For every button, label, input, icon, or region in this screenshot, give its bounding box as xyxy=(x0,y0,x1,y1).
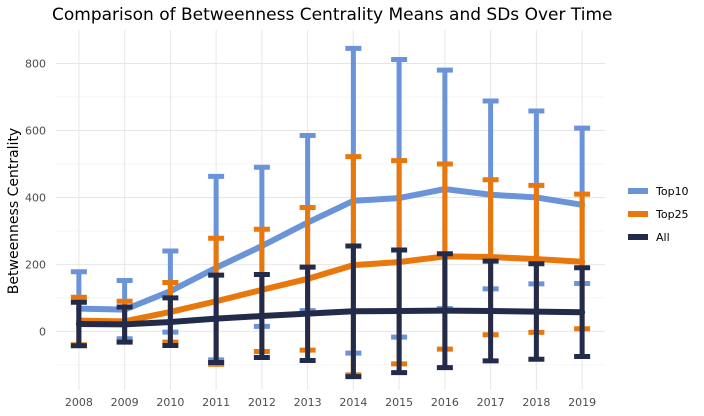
series-top25 xyxy=(70,154,591,378)
x-tick-label: 2019 xyxy=(568,396,596,409)
x-tick-label: 2017 xyxy=(477,396,505,409)
x-tick-label: 2014 xyxy=(339,396,367,409)
series-line xyxy=(75,307,586,328)
y-tick-label: 800 xyxy=(25,57,46,70)
x-tick-label: 2010 xyxy=(156,396,184,409)
y-axis-ticks: 0 200 400 600 800 xyxy=(25,57,46,338)
legend-item-top10: Top10 xyxy=(628,185,689,198)
legend-label: Top10 xyxy=(655,185,689,198)
x-tick-label: 2008 xyxy=(65,396,93,409)
y-tick-label: 0 xyxy=(39,325,46,338)
y-tick-label: 400 xyxy=(25,191,46,204)
x-tick-label: 2016 xyxy=(431,396,459,409)
x-tick-label: 2012 xyxy=(248,396,276,409)
legend: Top10 Top25 All xyxy=(628,185,689,244)
y-axis-title: Betweenness Centrality xyxy=(6,128,22,294)
y-tick-label: 600 xyxy=(25,124,46,137)
x-tick-label: 2015 xyxy=(385,396,413,409)
series-line xyxy=(75,253,586,325)
legend-label: All xyxy=(656,231,670,244)
x-tick-label: 2018 xyxy=(522,396,550,409)
x-tick-label: 2011 xyxy=(202,396,230,409)
x-tick-label: 2013 xyxy=(294,396,322,409)
y-tick-label: 200 xyxy=(25,258,46,271)
series-layer xyxy=(70,45,591,380)
chart-title: Comparison of Betweenness Centrality Mea… xyxy=(52,5,612,25)
x-tick-label: 2009 xyxy=(111,396,139,409)
series-line xyxy=(75,186,586,313)
legend-item-all: All xyxy=(628,231,670,244)
legend-label: Top25 xyxy=(655,208,689,221)
x-axis-ticks: 2008 2009 2010 2011 2012 2013 2014 2015 2016 2017… xyxy=(65,396,596,409)
series-all xyxy=(70,243,591,380)
legend-item-top25: Top25 xyxy=(628,208,689,221)
